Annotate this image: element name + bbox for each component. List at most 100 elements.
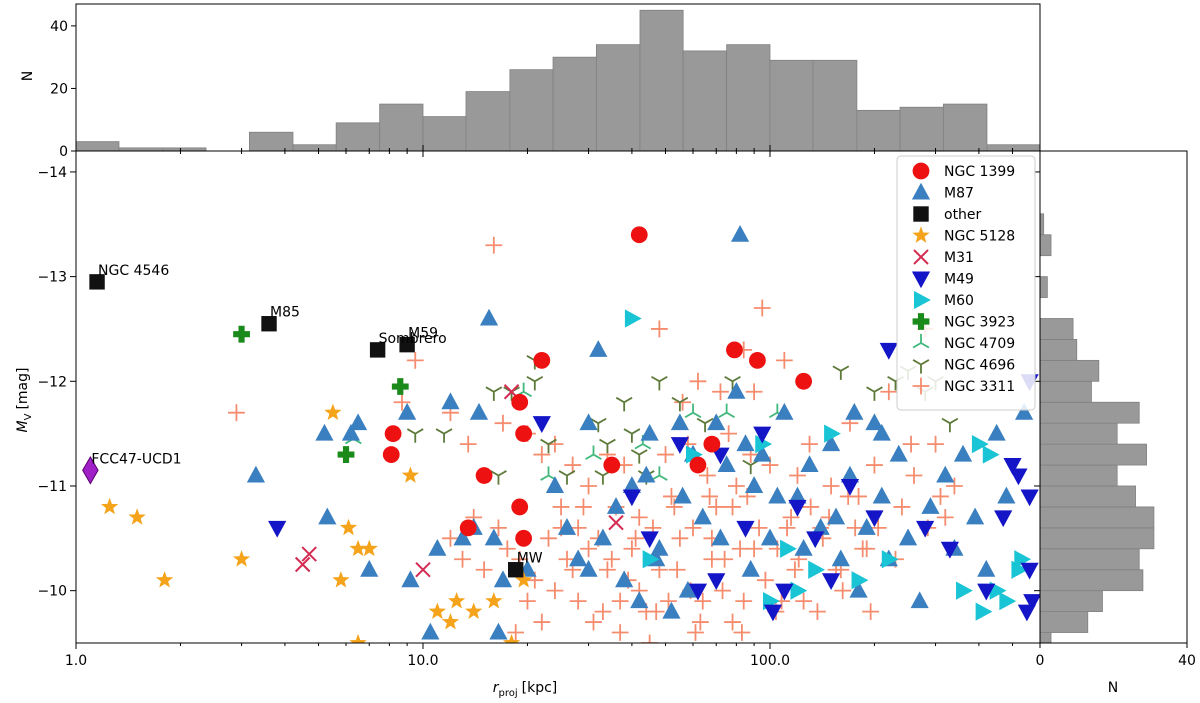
point-m49 xyxy=(977,583,996,601)
point-m87 xyxy=(831,549,850,567)
point-m87 xyxy=(479,308,499,326)
point-m49 xyxy=(821,573,841,590)
right-hist-bar xyxy=(1039,359,1100,382)
point-ngc-4696 xyxy=(671,396,689,412)
point-ngc-5128 xyxy=(485,592,503,609)
right-hist-bar xyxy=(1039,548,1140,571)
point-m49 xyxy=(268,520,287,538)
point-ngc-3311 xyxy=(623,540,641,558)
point-m49 xyxy=(1020,489,1039,507)
point-m87 xyxy=(398,402,417,420)
point-ngc-3311 xyxy=(745,383,763,401)
point-ngc-3311 xyxy=(689,372,707,390)
point-ngc-3311 xyxy=(712,383,729,401)
point-m87 xyxy=(428,538,447,556)
point-ngc-3311 xyxy=(880,383,898,401)
point-ngc-3311 xyxy=(657,446,674,463)
point-m87 xyxy=(557,518,577,535)
x-axis-label: rproj [kpc] xyxy=(493,680,558,699)
point-ngc-3311 xyxy=(611,624,629,641)
point-ngc-4696 xyxy=(435,428,453,443)
annotation-label: NGC 4546 xyxy=(98,263,169,279)
point-m87 xyxy=(246,465,266,483)
top-hist-bar xyxy=(335,122,381,152)
point-m87 xyxy=(360,559,379,577)
point-ngc-3311 xyxy=(846,519,864,537)
point-ngc-3311 xyxy=(869,519,887,537)
point-m49 xyxy=(763,604,783,622)
legend-label-ngc-5128: NGC 5128 xyxy=(944,229,1015,245)
point-ngc-3311 xyxy=(558,550,576,568)
point-ngc-3311 xyxy=(668,561,686,579)
point-m87 xyxy=(965,507,985,525)
top-hist-ytick-label: 20 xyxy=(50,81,68,97)
point-ngc-4696 xyxy=(615,396,633,412)
point-ngc-3311 xyxy=(580,540,597,558)
point-ngc-3311 xyxy=(507,624,525,641)
right-hist-bar xyxy=(1039,276,1048,298)
point-m87 xyxy=(898,528,918,546)
point-ngc-3311 xyxy=(691,613,709,631)
series-m87 xyxy=(246,224,1034,640)
point-m87 xyxy=(318,507,337,525)
series-ngc-3923 xyxy=(233,325,409,463)
point-ngc-3311 xyxy=(674,393,692,411)
top-hist-bar xyxy=(292,144,337,152)
point-ngc-3311 xyxy=(694,592,712,610)
point-m87 xyxy=(872,486,891,504)
annotation-label: FCC47-UCD1 xyxy=(91,451,181,467)
point-m87 xyxy=(910,591,929,609)
point-m87 xyxy=(865,413,884,431)
right-hist-bar xyxy=(1039,213,1045,236)
legend-marker-m60 xyxy=(914,290,931,310)
point-ngc-3311 xyxy=(775,351,793,369)
point-ngc-3311 xyxy=(611,592,629,610)
point-ngc-5128 xyxy=(232,550,251,567)
point-ngc-3311 xyxy=(494,414,512,432)
point-ngc-3923 xyxy=(391,378,409,395)
point-m87 xyxy=(579,413,598,431)
annotation-label: Sombrero xyxy=(379,331,447,347)
point-fcc47-ucd1 xyxy=(82,455,99,485)
point-m87 xyxy=(579,559,598,577)
point-m49 xyxy=(994,510,1013,528)
point-ngc-4696 xyxy=(490,470,507,485)
point-ngc-3311 xyxy=(393,393,411,411)
point-m87 xyxy=(857,518,876,535)
legend-marker-ngc-3311 xyxy=(912,377,930,395)
point-other xyxy=(89,274,105,290)
top-histogram-ylabel: N xyxy=(20,71,36,81)
top-hist-bar xyxy=(422,116,467,152)
point-m87 xyxy=(977,559,996,577)
point-m87 xyxy=(315,423,334,441)
top-hist-bar xyxy=(75,141,120,152)
legend-label-other: other xyxy=(944,207,982,223)
point-m87 xyxy=(741,559,760,577)
point-m49 xyxy=(711,447,730,465)
point-ngc-3311 xyxy=(533,446,551,463)
point-ngc-3311 xyxy=(599,561,616,579)
point-ngc-3311 xyxy=(564,456,582,474)
point-m49 xyxy=(670,437,689,454)
legend-marker-m49 xyxy=(911,271,931,289)
point-ngc-3311 xyxy=(475,561,493,579)
point-ngc-5128 xyxy=(514,571,533,588)
point-ngc-1399 xyxy=(603,456,621,474)
right-hist-bar xyxy=(1039,443,1147,466)
legend-label-ngc-1399: NGC 1399 xyxy=(944,164,1015,180)
point-ngc-1399 xyxy=(475,467,493,484)
point-ngc-4696 xyxy=(558,470,576,485)
series-fcc47-ucd1 xyxy=(82,455,99,485)
legend-marker-ngc-4709 xyxy=(912,333,930,349)
top-hist-bar xyxy=(509,69,554,152)
point-m87 xyxy=(811,518,830,535)
right-hist-bar xyxy=(1039,422,1118,445)
point-m49 xyxy=(940,541,960,559)
point-m87 xyxy=(670,413,689,431)
point-m87 xyxy=(593,528,613,546)
point-ngc-3923 xyxy=(233,325,250,343)
legend-label-m31: M31 xyxy=(944,250,974,266)
point-m87 xyxy=(717,455,736,473)
point-m87 xyxy=(997,486,1016,504)
legend-marker-m87 xyxy=(911,182,931,200)
